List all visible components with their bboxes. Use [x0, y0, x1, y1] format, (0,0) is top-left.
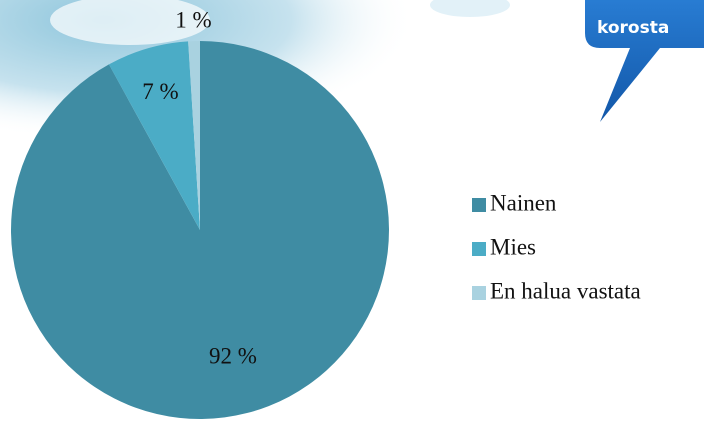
cloud	[50, 0, 210, 45]
data-label: 92 %	[209, 343, 257, 368]
pie-slice	[10, 41, 390, 419]
data-label: 7 %	[142, 79, 178, 104]
legend-swatch	[472, 198, 486, 212]
callout-text: korosta	[597, 18, 669, 38]
data-label: 1 %	[175, 7, 211, 32]
cloud	[430, 0, 510, 17]
legend-swatch	[472, 242, 486, 256]
callout-bubble	[585, 0, 704, 122]
pie-slice	[108, 41, 200, 230]
legend-label: Mies	[490, 234, 536, 259]
legend-label: Nainen	[490, 190, 557, 215]
legend-label: En halua vastata	[490, 278, 641, 303]
legend-swatch	[472, 286, 486, 300]
pie-slice	[188, 41, 200, 230]
